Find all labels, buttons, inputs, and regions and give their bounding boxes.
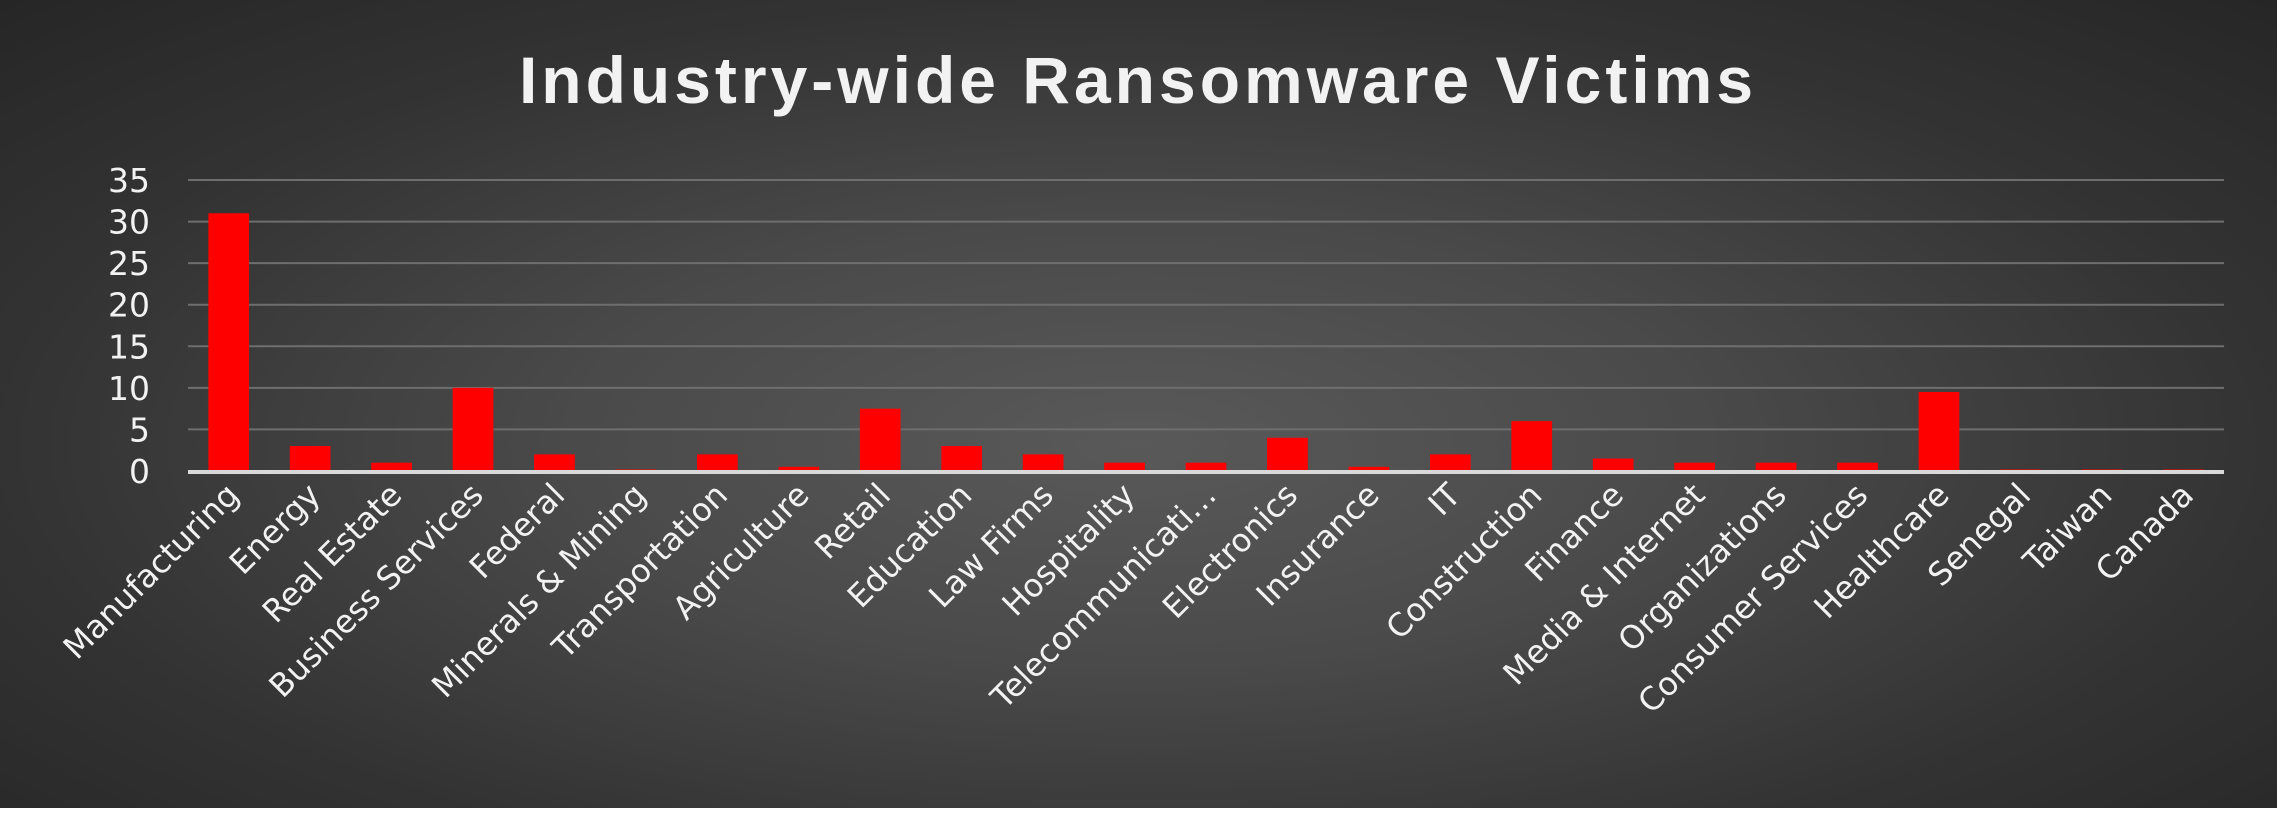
bar-transportation [697, 454, 738, 471]
y-tick-label: 10 [108, 369, 150, 408]
chart-title: Industry-wide Ransomware Victims [519, 43, 1757, 117]
y-tick-label: 15 [108, 327, 150, 366]
bar-organizations [1755, 462, 1797, 471]
y-tick-label: 30 [108, 203, 150, 242]
x-category-label: Manufacturing [56, 476, 247, 667]
bar-federal [534, 454, 575, 471]
bars [208, 213, 2204, 471]
bar-telecommunicati [1185, 462, 1227, 471]
y-tick-label: 5 [129, 410, 150, 449]
bar-business-services [452, 387, 494, 471]
bar-energy [289, 446, 331, 471]
gridlines [188, 179, 2224, 431]
bar-education [941, 446, 983, 471]
bar-media-internet [1674, 462, 1715, 471]
bar-construction [1511, 421, 1553, 471]
y-tick-label: 20 [108, 286, 150, 325]
x-category-label: IT [1421, 475, 1469, 523]
bar-insurance [1348, 466, 1390, 471]
y-tick-label: 35 [108, 161, 150, 200]
y-tick-label: 25 [108, 244, 150, 283]
y-tick-label: 0 [129, 452, 150, 491]
bar-consumer-services [1837, 462, 1878, 471]
bar-healthcare [1918, 392, 1960, 471]
bar-retail [859, 408, 901, 471]
bar-finance [1592, 458, 1634, 471]
bar-agriculture [778, 466, 820, 471]
bar-electronics [1267, 437, 1308, 471]
bar-law-firms [1022, 454, 1064, 471]
bar-manufacturing [208, 213, 250, 471]
bar-hospitality [1104, 462, 1145, 471]
bar-it [1429, 454, 1471, 471]
bar-real-estate [371, 462, 412, 471]
